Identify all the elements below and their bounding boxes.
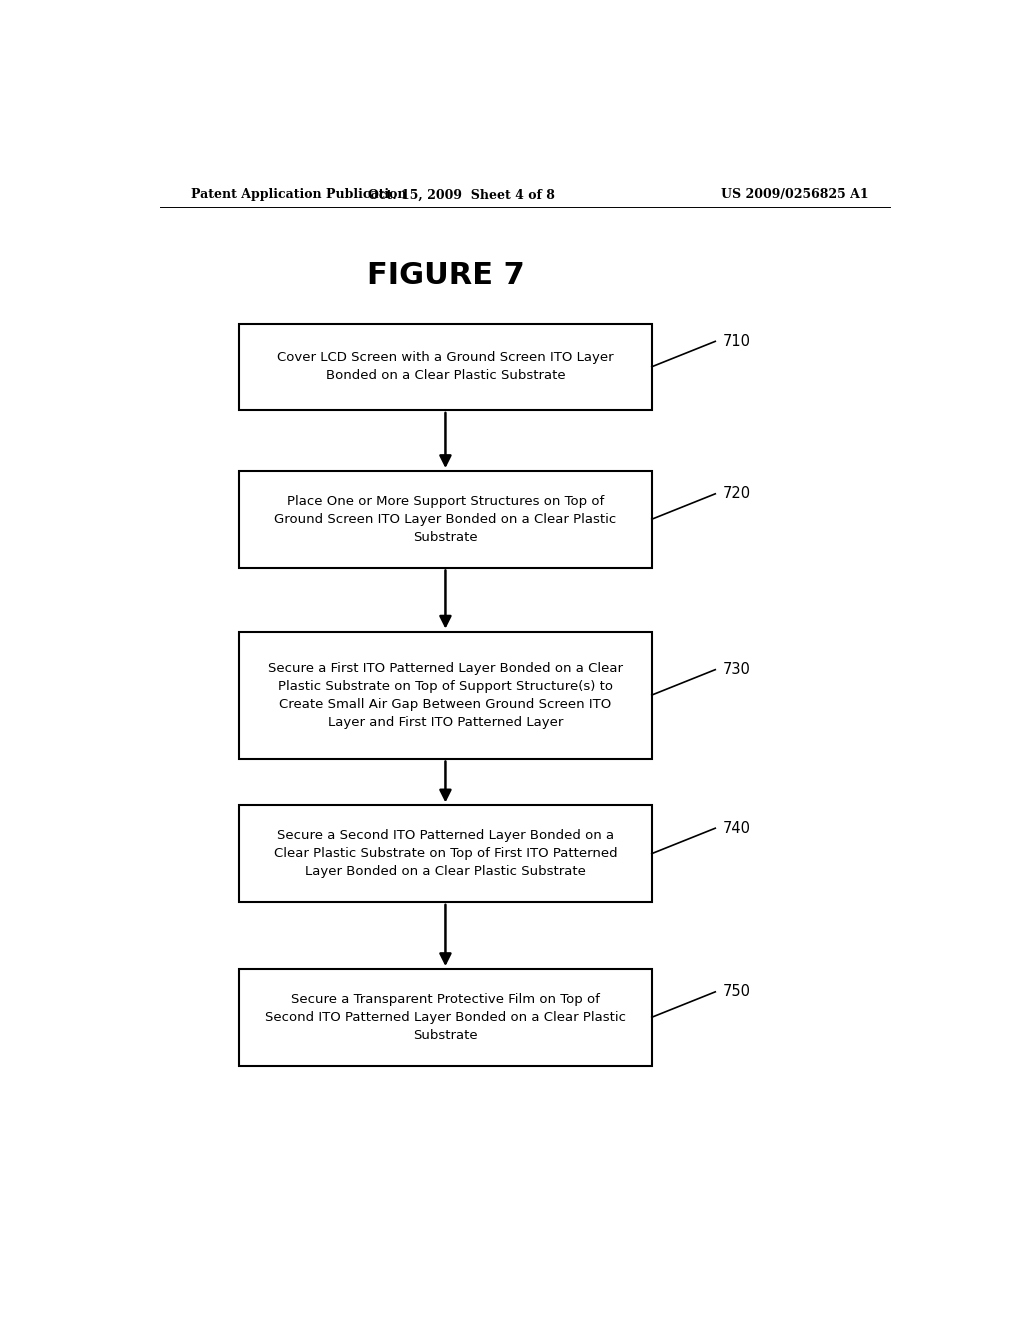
Text: Place One or More Support Structures on Top of
Ground Screen ITO Layer Bonded on: Place One or More Support Structures on …	[274, 495, 616, 544]
Bar	[240, 323, 652, 411]
Text: FIGURE 7: FIGURE 7	[367, 261, 524, 290]
Text: Oct. 15, 2009  Sheet 4 of 8: Oct. 15, 2009 Sheet 4 of 8	[368, 189, 555, 202]
Bar	[240, 969, 652, 1065]
Text: 710: 710	[723, 334, 752, 348]
Text: Secure a First ITO Patterned Layer Bonded on a Clear
Plastic Substrate on Top of: Secure a First ITO Patterned Layer Bonde…	[268, 661, 623, 729]
Bar	[240, 631, 652, 759]
Text: Secure a Transparent Protective Film on Top of
Second ITO Patterned Layer Bonded: Secure a Transparent Protective Film on …	[265, 993, 626, 1041]
Bar	[240, 805, 652, 902]
Text: Patent Application Publication: Patent Application Publication	[191, 189, 407, 202]
Text: Cover LCD Screen with a Ground Screen ITO Layer
Bonded on a Clear Plastic Substr: Cover LCD Screen with a Ground Screen IT…	[278, 351, 613, 383]
Text: 720: 720	[723, 486, 752, 502]
Text: US 2009/0256825 A1: US 2009/0256825 A1	[721, 189, 868, 202]
Text: 730: 730	[723, 663, 751, 677]
Bar	[240, 471, 652, 568]
Text: 740: 740	[723, 821, 752, 836]
Text: 750: 750	[723, 985, 752, 999]
Text: Secure a Second ITO Patterned Layer Bonded on a
Clear Plastic Substrate on Top o: Secure a Second ITO Patterned Layer Bond…	[273, 829, 617, 878]
